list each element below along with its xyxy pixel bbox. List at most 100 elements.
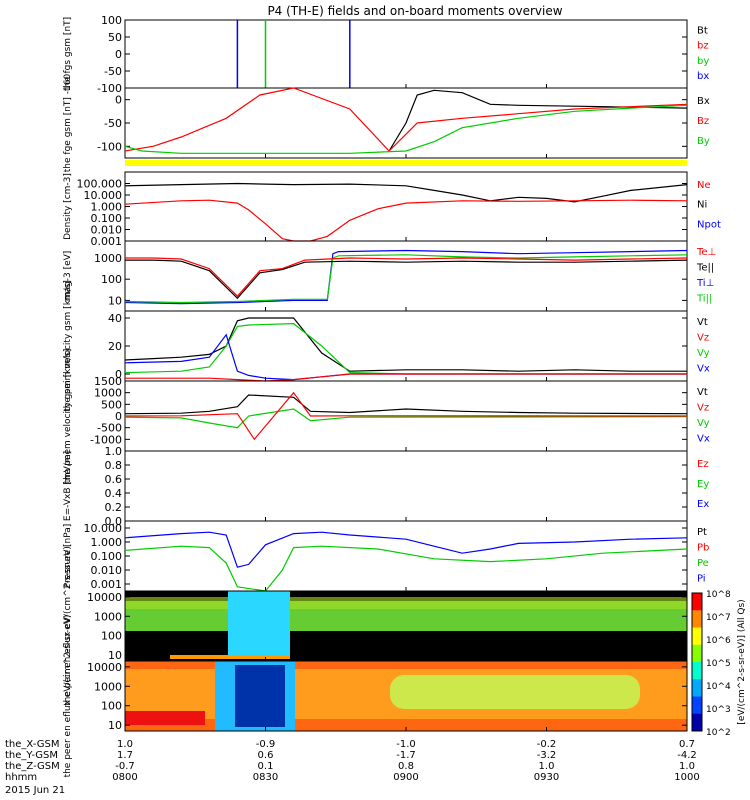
y-tick-label: 0 [115, 48, 122, 61]
series-Ni [124, 182, 688, 203]
legend-Ti||: Ti|| [696, 293, 712, 304]
legend-Te||: Te|| [696, 262, 714, 273]
legend-bz: bz [697, 41, 709, 52]
y-axis-label: E=-VxB [mV/m] [63, 451, 73, 521]
colorbar-label: 10^6 [706, 636, 731, 646]
y-tick-label: 1000 [94, 680, 122, 693]
legend-Vz: Vz [697, 402, 709, 413]
footer-value: -1.0 [396, 739, 416, 750]
y-tick-label: 10.000 [84, 522, 123, 535]
y-axis-label: the peem velocity gsm [km/s] [63, 349, 73, 484]
series-Te|| [125, 259, 688, 300]
y-tick-label: 20 [108, 340, 122, 353]
y-tick-label: 0.001 [91, 235, 123, 248]
y-tick-label: 1000 [94, 252, 122, 265]
y-tick-label: -100 [97, 82, 122, 95]
y-tick-label: 0.4 [105, 487, 123, 500]
colorbar-swatch [692, 679, 702, 697]
footer-value: -0.2 [537, 739, 557, 750]
colorbar-swatch [692, 610, 702, 628]
y-axis-label: the peim velocity gsm [km/s] [63, 280, 73, 412]
colorbar-label: 10^5 [706, 659, 731, 669]
y-axis-label: the peir en eflux eV/(cm^2-s-sr-eV) [63, 546, 73, 706]
y-tick-label: -50 [104, 65, 122, 78]
y-tick-label: 1000 [94, 387, 122, 400]
y-tick-label: 1000 [94, 610, 122, 623]
y-tick-label: 0 [115, 410, 122, 423]
ephemeris-bar [125, 160, 687, 166]
series-Vy [124, 408, 688, 429]
spectrum-band-red [125, 711, 205, 725]
legend-Vx: Vx [697, 363, 710, 374]
footer-value: 0.7 [679, 739, 695, 750]
panel-peir_spectrum: 10000 1000 100 10 the peir en eflux eV/(cm^2… [63, 546, 688, 706]
colorbar-swatch [692, 713, 702, 732]
y-tick-label: 100 [101, 14, 122, 27]
legend-Ey: Ey [697, 479, 709, 490]
series-Ti|| [124, 254, 688, 304]
y-tick-label: 10 [108, 649, 122, 662]
y-tick-label: 100 [101, 630, 122, 643]
legend-Te⊥: Te⊥ [696, 247, 716, 258]
y-tick-label: 0.100 [91, 550, 123, 563]
y-tick-label: 10 [108, 719, 122, 732]
y-tick-label: 1.000 [91, 201, 123, 214]
y-axis-label: the fgs gsm [nT] [63, 17, 73, 91]
colorbar-label: 10^7 [706, 613, 731, 623]
series-Ne [124, 199, 688, 242]
footer-value: 1000 [674, 772, 699, 783]
colorbar-title: [eV/(cm^2-s-sr-eV)] (All Qs) [737, 599, 747, 724]
y-axis-label: Pressure [nPa] [63, 524, 73, 589]
colorbar-swatch [692, 662, 702, 680]
y-axis-label: mag-3 [eV] [63, 251, 73, 302]
y-tick-label: 0.2 [105, 501, 123, 514]
colorbar: 10^8 10^7 10^6 10^5 10^4 10^3 10^2 [eV/(cm^2-s-… [691, 590, 747, 738]
footer-value: 0.6 [258, 750, 274, 761]
y-tick-label: -500 [97, 422, 122, 435]
legend-Vy: Vy [697, 348, 710, 359]
y-tick-label: 1.0 [105, 445, 123, 458]
footer-value: 1.0 [117, 739, 133, 750]
y-tick-label: 0 [115, 94, 122, 107]
y-tick-label: 0.001 [91, 578, 123, 591]
legend-Vt: Vt [697, 317, 708, 328]
legend-by: by [697, 56, 709, 67]
y-axis-label: the peer en eflux eV/(cm^2-s-sr-eV) [63, 615, 73, 778]
chart-title: P4 (TH-E) fields and on-board moments ov… [267, 4, 562, 18]
legend-Npot: Npot [697, 219, 721, 230]
y-tick-label: 40 [108, 312, 122, 325]
y-tick-label: 10000 [87, 591, 122, 604]
legend-Vx: Vx [697, 433, 710, 444]
legend-Ti⊥: Ti⊥ [696, 278, 714, 289]
colorbar-swatch [692, 644, 702, 663]
colorbar-label: 10^4 [706, 682, 731, 692]
y-tick-label: 10.000 [84, 189, 123, 202]
footer-value: 1.0 [539, 761, 555, 772]
footer-row-label: the_X-GSM [5, 739, 59, 750]
y-tick-label: 0.6 [105, 473, 123, 486]
panel-peim_velocity: 40 20 0 the peim velocity gsm [km/s] Vt Vz Vy V… [63, 280, 710, 412]
spectrum-band-yellow [125, 597, 687, 609]
footer-value: 0.1 [258, 761, 274, 772]
y-tick-label: 1500 [94, 375, 122, 388]
y-tick-label: 0.010 [91, 564, 123, 577]
y-tick-label: -1000 [90, 433, 122, 446]
series-Vt [124, 394, 688, 415]
footer-value: 0830 [253, 772, 278, 783]
panel-fge: 0 -50 -100 the fge gsm [nT] -160 Bx Bz By [63, 74, 710, 173]
footer-value: -0.7 [115, 761, 135, 772]
series-Pe [124, 545, 688, 592]
footer-value: -3.2 [537, 750, 557, 761]
legend-Vt: Vt [697, 387, 708, 398]
panel-peer_spectrum: 10000 1000 100 10 the peer en eflux eV/(cm^2… [63, 615, 688, 778]
footer-value: -1.7 [396, 750, 416, 761]
legend-Pe: Pe [697, 558, 709, 569]
series-Bz [124, 87, 688, 152]
legend-Ez: Ez [697, 459, 709, 470]
footer-value: 0900 [393, 772, 418, 783]
y-tick-label: 0.100 [91, 212, 123, 225]
colorbar-frame [691, 592, 703, 732]
legend-Pb: Pb [697, 542, 709, 553]
y-tick-label: 50 [108, 31, 122, 44]
